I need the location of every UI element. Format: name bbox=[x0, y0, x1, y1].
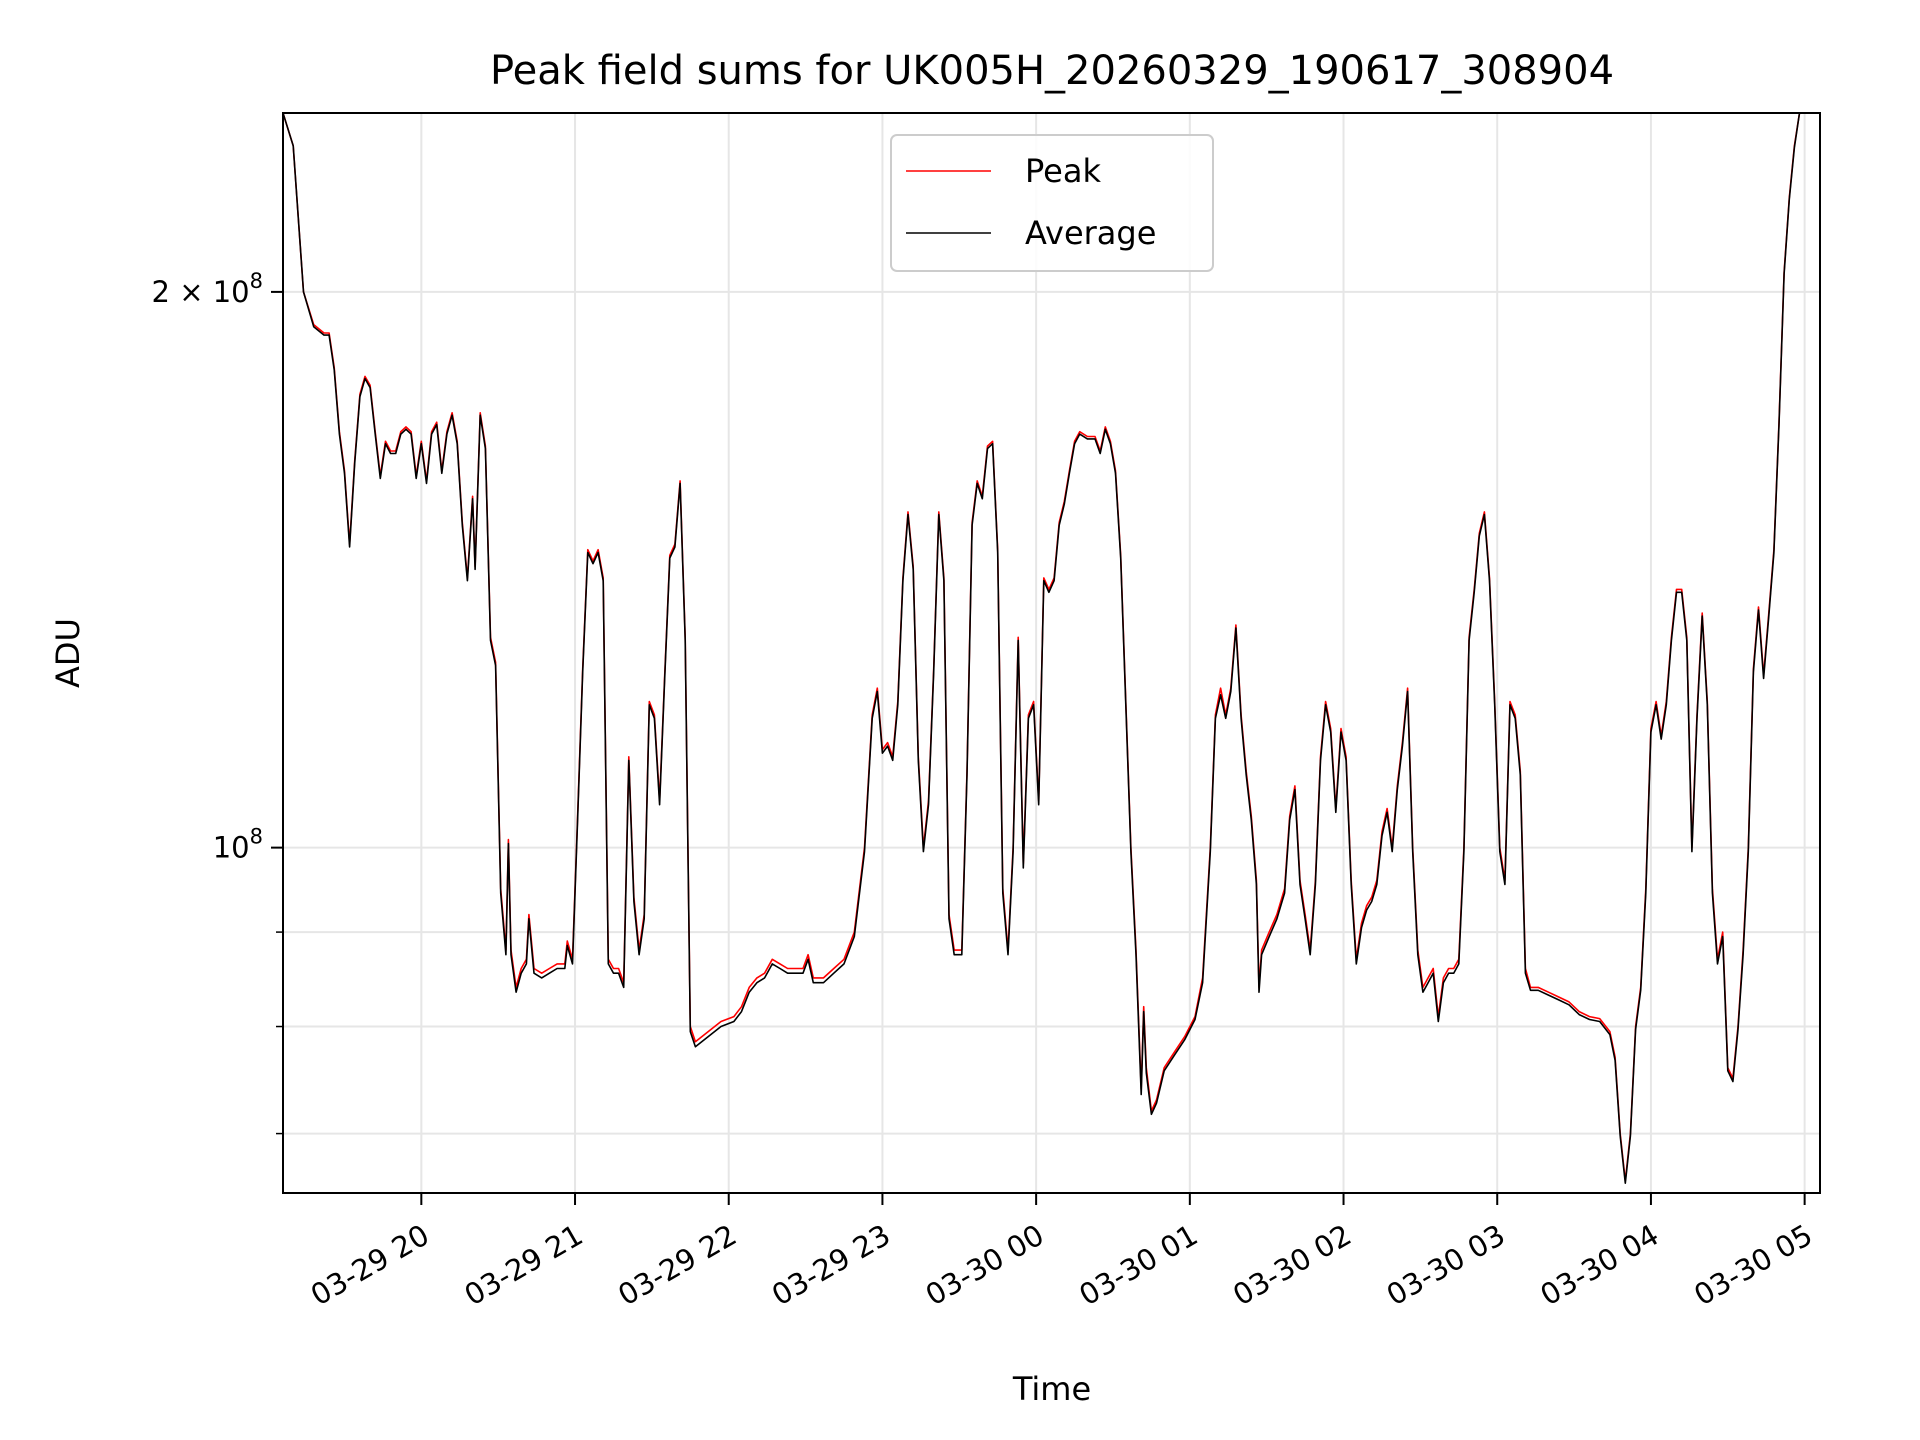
chart-title: Peak field sums for UK005H_20260329_1906… bbox=[490, 48, 1614, 94]
plot-frame bbox=[282, 112, 1821, 1194]
legend: Peak Average bbox=[890, 134, 1214, 272]
y-axis-label: ADU bbox=[49, 618, 87, 688]
y-axis: 108 2 × 108 bbox=[152, 269, 283, 1135]
plot-lines bbox=[283, 113, 1805, 1184]
legend-box bbox=[890, 134, 1214, 272]
y-tick-label: 2 × 108 bbox=[152, 269, 263, 309]
y-tick-label: 108 bbox=[213, 825, 263, 865]
legend-label-peak: Peak bbox=[1025, 152, 1101, 190]
legend-label-average: Average bbox=[1025, 214, 1156, 252]
grid bbox=[283, 113, 1820, 1193]
series-line-average bbox=[283, 113, 1805, 1184]
x-axis-label: Time bbox=[1012, 1370, 1091, 1408]
